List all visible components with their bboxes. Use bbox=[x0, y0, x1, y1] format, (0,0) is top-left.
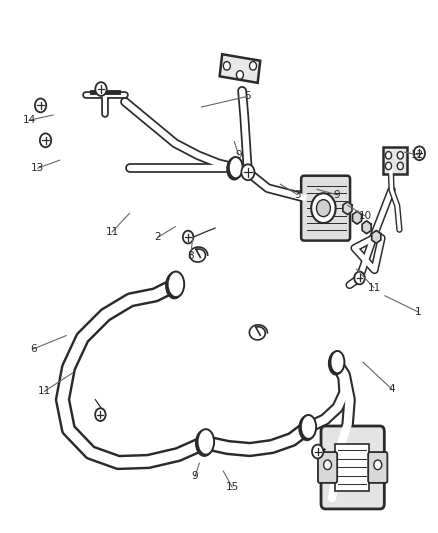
Ellipse shape bbox=[166, 273, 183, 298]
Ellipse shape bbox=[329, 352, 343, 375]
Circle shape bbox=[183, 231, 193, 244]
Text: 9: 9 bbox=[235, 150, 242, 160]
Ellipse shape bbox=[330, 351, 344, 373]
Ellipse shape bbox=[227, 158, 241, 180]
Polygon shape bbox=[372, 230, 381, 243]
Text: 11: 11 bbox=[38, 386, 51, 397]
Ellipse shape bbox=[197, 430, 213, 455]
Circle shape bbox=[241, 164, 254, 180]
Circle shape bbox=[374, 460, 381, 470]
Circle shape bbox=[385, 151, 392, 159]
Text: 10: 10 bbox=[359, 211, 372, 221]
Polygon shape bbox=[343, 202, 352, 214]
Text: 13: 13 bbox=[31, 163, 44, 173]
Polygon shape bbox=[362, 221, 371, 233]
Ellipse shape bbox=[196, 431, 212, 456]
Circle shape bbox=[312, 445, 323, 458]
Text: 1: 1 bbox=[414, 306, 421, 317]
FancyBboxPatch shape bbox=[301, 176, 350, 240]
Text: 3: 3 bbox=[294, 190, 301, 200]
Circle shape bbox=[354, 272, 365, 284]
Text: 8: 8 bbox=[187, 251, 194, 261]
Polygon shape bbox=[353, 212, 362, 224]
Ellipse shape bbox=[330, 352, 344, 374]
Ellipse shape bbox=[198, 429, 214, 455]
FancyBboxPatch shape bbox=[321, 426, 384, 509]
FancyBboxPatch shape bbox=[368, 452, 387, 483]
Ellipse shape bbox=[167, 272, 184, 298]
Circle shape bbox=[95, 82, 107, 96]
Text: 14: 14 bbox=[22, 115, 36, 125]
Ellipse shape bbox=[228, 158, 242, 179]
Circle shape bbox=[413, 147, 425, 160]
Circle shape bbox=[237, 71, 244, 79]
Circle shape bbox=[385, 162, 392, 169]
Circle shape bbox=[250, 62, 257, 70]
Circle shape bbox=[397, 151, 403, 159]
Ellipse shape bbox=[229, 157, 243, 178]
Text: 11: 11 bbox=[106, 227, 119, 237]
Text: 4: 4 bbox=[388, 384, 395, 394]
Circle shape bbox=[40, 133, 51, 147]
Ellipse shape bbox=[301, 415, 316, 439]
Circle shape bbox=[35, 99, 46, 112]
Text: 9: 9 bbox=[192, 472, 198, 481]
Circle shape bbox=[316, 200, 330, 216]
Text: 12: 12 bbox=[411, 150, 424, 160]
Circle shape bbox=[223, 62, 230, 70]
Ellipse shape bbox=[168, 271, 184, 297]
Text: 5: 5 bbox=[244, 91, 251, 101]
Circle shape bbox=[95, 408, 106, 421]
FancyBboxPatch shape bbox=[318, 452, 337, 483]
Text: 11: 11 bbox=[367, 283, 381, 293]
FancyBboxPatch shape bbox=[335, 443, 369, 491]
Text: 9: 9 bbox=[334, 190, 340, 200]
Text: 15: 15 bbox=[226, 482, 239, 492]
Text: 6: 6 bbox=[30, 344, 37, 354]
Ellipse shape bbox=[299, 416, 314, 440]
FancyBboxPatch shape bbox=[219, 54, 260, 83]
FancyBboxPatch shape bbox=[383, 147, 407, 174]
Text: 2: 2 bbox=[155, 232, 161, 243]
Circle shape bbox=[311, 193, 336, 223]
Circle shape bbox=[397, 162, 403, 169]
Ellipse shape bbox=[300, 416, 315, 440]
Circle shape bbox=[324, 460, 332, 470]
